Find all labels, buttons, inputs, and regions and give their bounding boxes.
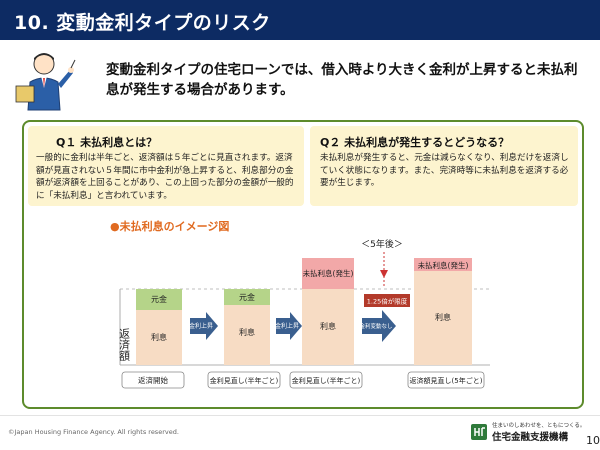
arrow-no-change [362,310,396,342]
intro-text: 変動金利タイプの住宅ローンでは、借入時より大きく金利が上昇すると未払利息が発生す… [106,62,578,98]
q1-heading: Q１ 未払利息とは？ [56,136,158,149]
bar1-interest [136,310,182,365]
bar4-interest [414,271,472,365]
bar3-interest-label: 利息 [320,321,336,331]
bar1-principal-label: 元金 [151,294,167,304]
increase-arrow-icon [380,270,388,278]
unpaid-interest-diagram: 返済額 元金 利息 金利上昇 元金 利息 金利上昇 未払利息(発生) 利息 ＜5… [100,234,500,404]
q1-answer: 一般的に金利は半年ごと、返済額は５年ごとに見直されます。返済額が見直されない５年… [36,153,294,201]
bar3-unpaid [302,258,354,289]
arrow-rate-up-1-label: 金利上昇 [189,322,213,330]
bottom-label-box-2 [207,371,281,389]
organization-name: 住宅金融支援機構 [492,432,569,443]
arrow-rate-up-2 [276,312,302,340]
bottom-label-2: 金利見直し(半年ごと) [210,376,279,385]
bottom-label-box-1 [121,371,185,389]
cap-label: 1.25倍が限度 [367,297,408,306]
bar4-interest-label: 利息 [435,312,451,322]
title-bar: 10. 変動金利タイプのリスク [0,0,600,40]
qa-card-q2: Q２ 未払利息が発生するとどうなる？ 未払利息が発生すると、元金は減らなくなり、… [310,126,578,206]
bottom-label-box-3 [289,371,363,389]
bottom-label-box-4 [407,371,485,389]
five-years-label: ＜5年後＞ [361,238,403,250]
jhf-logo-icon [471,424,487,440]
diagram-label: ●未払利息のイメージ図 [110,220,230,233]
bar1-principal [136,289,182,310]
arrow-no-change-label: 金利変動なし [359,322,392,330]
bottom-label-3: 金利見直し(半年ごと) [292,376,361,385]
arrow-rate-up-2-label: 金利上昇 [275,322,299,330]
presenter-illustration [15,53,76,111]
page-number: 10 [586,434,600,447]
qa-card-q1: Q１ 未払利息とは？ 一般的に金利は半年ごと、返済額は５年ごとに見直されます。返… [28,126,304,206]
bottom-label-1: 返済開始 [138,375,168,385]
bar2-principal-label: 元金 [239,292,255,302]
y-axis-label: 返済額 [118,328,131,362]
q2-heading: Q２ 未払利息が発生するとどうなる？ [320,136,510,149]
footer-divider [0,415,600,416]
bar3-interest [302,289,354,365]
cap-box [364,294,410,307]
arrow-rate-up-1 [190,312,218,340]
page-title: 10. 変動金利タイプのリスク [14,12,271,34]
bar2-interest-label: 利息 [239,327,255,337]
bar4-unpaid [414,258,472,271]
bottom-label-4: 返済額見直し(5年ごと) [410,376,483,385]
bar4-unpaid-label: 未払利息(発生) [418,260,469,270]
bar1-interest-label: 利息 [151,332,167,342]
bar2-principal [224,289,270,305]
bar2-interest [224,305,270,365]
q2-answer: 未払利息が発生すると、元金は減らなくなり、利息だけを返済していく状態になります。… [320,153,569,188]
bar3-unpaid-label: 未払利息(発生) [303,268,354,278]
copyright: ©Japan Housing Finance Agency. All right… [8,428,179,436]
slogan: 住まいのしあわせを、ともにつくる。 [492,423,586,429]
